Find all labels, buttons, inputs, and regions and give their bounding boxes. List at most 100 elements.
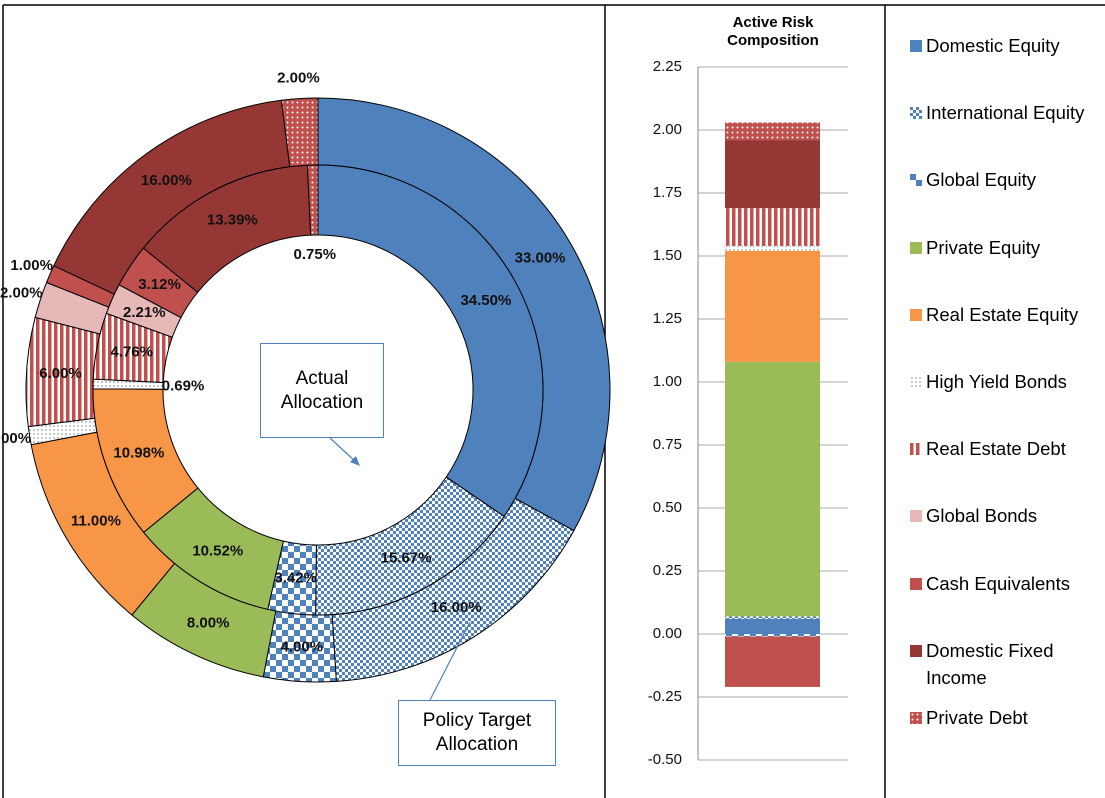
data-label: 10.52% bbox=[192, 542, 243, 559]
legend-swatch-fill bbox=[910, 107, 922, 120]
callout-arrow bbox=[329, 437, 357, 463]
legend-label: Private Equity bbox=[926, 236, 1041, 258]
legend-item: Private Equity bbox=[910, 235, 1100, 262]
data-label: 34.50% bbox=[460, 292, 511, 309]
bar-chart: -0.50 -0.25 0.00 0.25 0.50 0.75 1.00 1.25 1.50 1.… bbox=[648, 58, 848, 768]
legend-item: Global Bonds bbox=[910, 503, 1100, 530]
y-tick-label: 1.75 bbox=[653, 184, 682, 201]
legend-item: Domestic Fixed Income bbox=[910, 638, 1100, 692]
bar-segment bbox=[725, 250, 820, 362]
legend-swatch-fill bbox=[910, 174, 922, 187]
bar-segment bbox=[725, 634, 820, 637]
legend-swatch-fill bbox=[910, 241, 922, 254]
legend-swatch-fill bbox=[910, 308, 922, 321]
data-label: 3.12% bbox=[138, 276, 181, 293]
data-label: 13.39% bbox=[207, 211, 258, 228]
data-label: 33.00% bbox=[515, 250, 566, 267]
chart-title: Active Risk Composition bbox=[727, 14, 819, 49]
data-label: 2.21% bbox=[123, 304, 166, 321]
bar-segment bbox=[725, 361, 820, 617]
data-label: 15.67% bbox=[381, 549, 432, 566]
bar-segment bbox=[725, 616, 820, 619]
legend-label: Cash Equivalents bbox=[926, 572, 1070, 594]
legend-label: Domestic Fixed Income bbox=[926, 639, 1054, 688]
y-tick-label: -0.25 bbox=[648, 688, 682, 705]
legend-swatch bbox=[910, 40, 922, 52]
legend-label: Private Debt bbox=[926, 707, 1028, 728]
callout-arrow bbox=[429, 621, 471, 701]
legend-item: Private Debt bbox=[910, 705, 1100, 732]
data-label: 10.98% bbox=[113, 444, 164, 461]
y-tick-label: 2.25 bbox=[653, 58, 682, 75]
bar-segment bbox=[725, 245, 820, 251]
callout-label: Policy Target Allocation bbox=[422, 710, 532, 755]
bar-segment bbox=[725, 208, 820, 246]
y-tick-label: 1.25 bbox=[653, 310, 682, 327]
bar-segment bbox=[725, 122, 820, 141]
legend-swatch bbox=[910, 174, 922, 187]
legend-item: Domestic Equity bbox=[910, 33, 1100, 60]
legend-swatch bbox=[910, 241, 922, 254]
donut: 33.00% 16.00% 4.00% 8.00% 11.00% 1.00% 6.00% 2.… bbox=[0, 70, 611, 683]
legend-item: Real Estate Equity bbox=[910, 302, 1100, 329]
legend-item: Global Equity bbox=[910, 167, 1100, 194]
legend-swatch bbox=[910, 443, 922, 456]
y-tick-label: 0.25 bbox=[653, 562, 682, 579]
data-label: 3.42% bbox=[274, 570, 317, 587]
y-tick-label: 2.00 bbox=[653, 121, 682, 138]
legend-label: Global Equity bbox=[926, 169, 1037, 191]
callout: Policy Target Allocation bbox=[398, 700, 556, 766]
legend-swatch-fill bbox=[910, 376, 922, 388]
data-label: 1.00% bbox=[10, 257, 53, 274]
legend-swatch bbox=[910, 510, 922, 523]
legend-label: International Equity bbox=[926, 102, 1085, 124]
legend-item: International Equity bbox=[910, 100, 1100, 127]
legend-swatch-fill bbox=[910, 577, 922, 590]
callout-label: Actual Allocation bbox=[280, 367, 364, 413]
data-label: 1.00% bbox=[0, 430, 31, 447]
legend-swatch bbox=[910, 577, 922, 590]
data-label: 8.00% bbox=[187, 614, 230, 631]
bar-segment bbox=[725, 618, 820, 634]
y-tick-label: 1.50 bbox=[653, 247, 682, 264]
legend-swatch-fill bbox=[910, 510, 922, 523]
y-tick-label: 0.75 bbox=[653, 436, 682, 453]
legend-label: Domestic Equity bbox=[926, 35, 1060, 56]
legend-label: Real Estate Debt bbox=[926, 438, 1066, 460]
y-tick-label: 1.00 bbox=[653, 373, 682, 390]
legend-swatch bbox=[910, 712, 922, 724]
legend-swatch bbox=[910, 376, 922, 388]
y-tick-label: 0.50 bbox=[653, 499, 682, 516]
y-tick-label: 0.00 bbox=[653, 625, 682, 642]
legend-swatch-fill bbox=[910, 712, 922, 724]
data-label: 11.00% bbox=[71, 512, 121, 529]
data-label: 0.75% bbox=[294, 246, 337, 263]
legend-swatch-fill bbox=[910, 443, 922, 456]
legend-swatch-fill bbox=[910, 644, 922, 657]
data-label: 4.76% bbox=[110, 344, 153, 361]
legend-label: High Yield Bonds bbox=[926, 371, 1067, 392]
data-label: 16.00% bbox=[431, 599, 482, 616]
data-label: 6.00% bbox=[39, 365, 82, 382]
data-label: 2.00% bbox=[277, 70, 320, 87]
donut-slice bbox=[317, 164, 544, 518]
data-label: 4.00% bbox=[281, 638, 324, 655]
callout: Actual Allocation bbox=[260, 343, 384, 438]
data-label: 2.00% bbox=[0, 285, 43, 302]
legend-swatch bbox=[910, 107, 922, 120]
bar-segment bbox=[725, 140, 820, 209]
data-label: 16.00% bbox=[141, 172, 192, 189]
bar-segment bbox=[725, 636, 820, 687]
y-tick-label: -0.50 bbox=[648, 751, 682, 768]
legend-item: Real Estate Debt bbox=[910, 436, 1100, 463]
legend-label: Global Bonds bbox=[926, 505, 1038, 527]
data-label: 0.69% bbox=[162, 377, 205, 394]
legend-swatch-fill bbox=[910, 40, 922, 52]
legend-item: High Yield Bonds bbox=[910, 369, 1100, 396]
legend-label: Real Estate Equity bbox=[926, 303, 1079, 325]
callout-arrow bbox=[350, 456, 360, 466]
donut-slice bbox=[306, 164, 319, 236]
legend-item: Cash Equivalents bbox=[910, 571, 1100, 598]
